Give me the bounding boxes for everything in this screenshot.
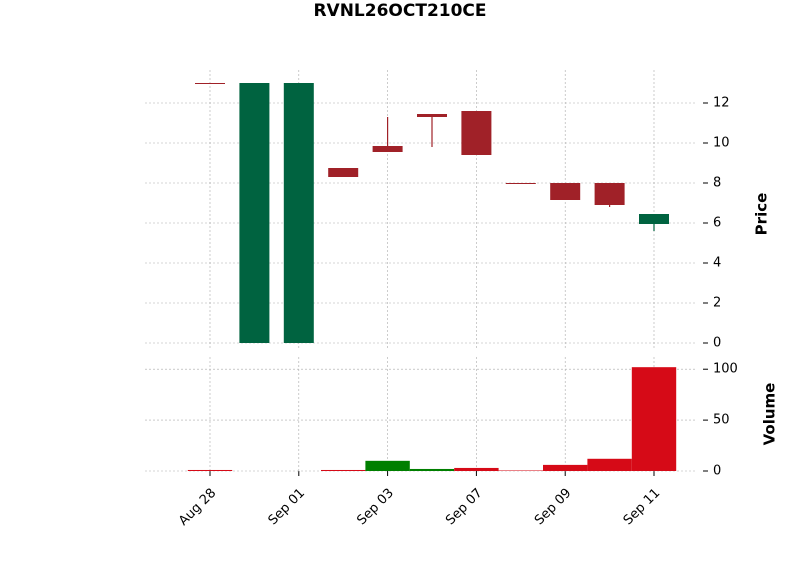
volume-bar [365, 460, 410, 471]
volume-bar [587, 458, 632, 471]
candle-body [195, 83, 225, 84]
candle-body [417, 114, 447, 117]
x-tick-label: Sep 09 [532, 486, 575, 529]
candle-body [550, 183, 581, 200]
y-tick-label: 0 [713, 464, 721, 479]
candle-body [639, 214, 669, 224]
candle-body [328, 168, 359, 177]
y-tick-label: 8 [713, 176, 721, 191]
volume-bar [321, 469, 366, 471]
volume-bar [409, 468, 455, 471]
volume-bar [187, 469, 233, 471]
candle-body [239, 83, 270, 343]
chart-title: RVNL26OCT210CE [313, 1, 486, 21]
y-tick-label: 12 [713, 96, 730, 111]
x-tick-label: Aug 28 [176, 486, 219, 529]
volume-bar [498, 470, 543, 471]
y-tick-label: 100 [713, 362, 738, 377]
y-tick-label: 6 [713, 216, 721, 231]
volume-bar [543, 464, 588, 471]
y-tick-label: 4 [713, 256, 721, 271]
x-tick-label: Sep 11 [621, 486, 664, 529]
y-tick-label: 0 [713, 336, 721, 351]
volume-bar [454, 467, 499, 471]
candle-body [283, 83, 314, 343]
x-tick-label: Sep 01 [266, 486, 309, 529]
candle-body [505, 183, 536, 184]
candle-body [594, 183, 625, 205]
candle-body [372, 146, 403, 152]
y-tick-label: 50 [713, 413, 730, 428]
volume-axis-label: Volume [761, 383, 779, 446]
y-tick-label: 2 [713, 296, 721, 311]
x-tick-label: Sep 07 [443, 486, 486, 529]
y-tick-label: 10 [713, 136, 730, 151]
y-axis-label: Price [753, 193, 771, 236]
volume-bar [631, 367, 677, 471]
candle-body [461, 111, 492, 155]
x-tick-label: Sep 03 [354, 486, 397, 529]
